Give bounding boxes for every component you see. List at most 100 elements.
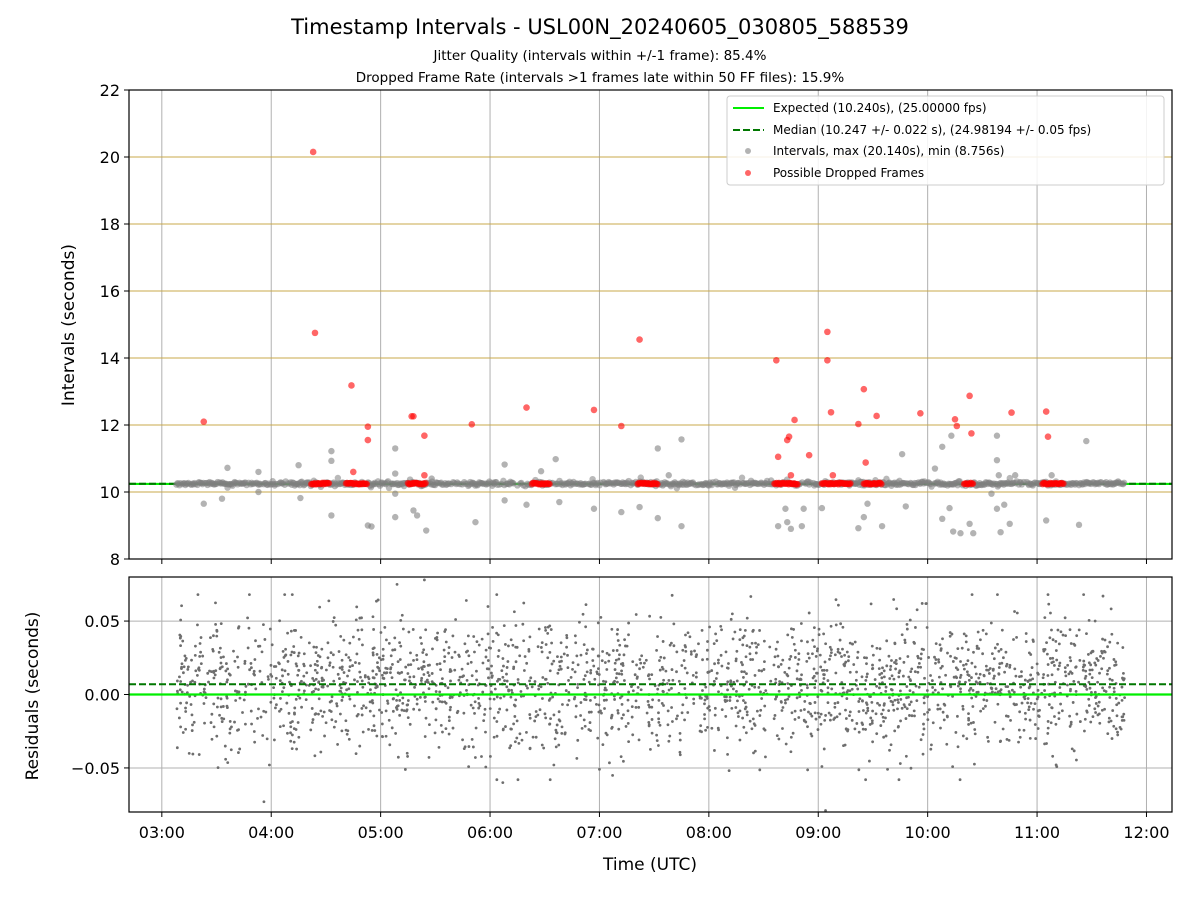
- residual-point: [1075, 712, 1079, 716]
- residual-point: [787, 666, 791, 670]
- residual-point: [1046, 732, 1050, 735]
- residual-point: [369, 688, 372, 692]
- residual-point: [951, 694, 954, 698]
- residual-point: [897, 778, 901, 782]
- residual-point: [646, 674, 650, 678]
- residual-point: [544, 629, 548, 632]
- residual-point: [659, 615, 663, 619]
- residual-point: [819, 712, 823, 716]
- residual-point: [500, 669, 504, 673]
- residual-point: [1055, 658, 1059, 662]
- residual-point: [324, 668, 328, 672]
- residual-point: [994, 687, 998, 691]
- residual-point: [561, 703, 564, 706]
- residual-point: [685, 671, 689, 675]
- residual-point: [565, 634, 569, 637]
- residual-point: [681, 648, 685, 652]
- residual-point: [354, 661, 357, 664]
- residual-point: [293, 706, 297, 710]
- residual-point: [822, 668, 826, 672]
- residual-point: [790, 636, 794, 639]
- residual-point: [262, 709, 266, 713]
- residual-point: [1024, 717, 1027, 721]
- residual-point: [809, 712, 813, 716]
- interval-point: [1001, 501, 1008, 508]
- residual-point: [372, 628, 375, 631]
- residual-point: [745, 616, 749, 620]
- residual-point: [356, 690, 359, 694]
- residual-point: [841, 647, 844, 651]
- residual-point: [413, 694, 417, 698]
- residual-point: [363, 674, 367, 677]
- residual-point: [1096, 680, 1100, 684]
- residual-point: [401, 627, 405, 631]
- residual-point: [530, 685, 534, 689]
- residual-point: [274, 676, 278, 680]
- residual-point: [384, 709, 388, 713]
- residual-point: [660, 701, 664, 705]
- residual-point: [945, 742, 949, 746]
- residual-point: [406, 716, 410, 720]
- residual-point: [752, 751, 755, 755]
- residual-point: [838, 712, 842, 716]
- residual-point: [559, 641, 563, 645]
- residual-point: [920, 602, 924, 605]
- residual-point: [901, 674, 905, 678]
- residual-point: [398, 699, 402, 702]
- residual-point: [773, 714, 777, 717]
- residual-point: [853, 640, 857, 644]
- residual-point: [937, 675, 941, 679]
- residual-point: [962, 667, 966, 671]
- x-tick-label: 03:00: [139, 823, 185, 842]
- residual-point: [731, 637, 735, 641]
- interval-point: [255, 468, 262, 476]
- residual-point: [996, 642, 999, 646]
- residual-point: [941, 710, 945, 714]
- residual-point: [954, 731, 958, 734]
- residual-point: [745, 672, 748, 676]
- residual-point: [407, 663, 410, 667]
- residual-point: [525, 661, 529, 665]
- interval-point: [552, 455, 559, 463]
- residual-point: [916, 656, 920, 660]
- residual-point: [692, 702, 696, 705]
- residual-point: [616, 680, 619, 684]
- residual-point: [574, 715, 578, 719]
- residual-point: [956, 668, 960, 672]
- residual-point: [411, 628, 415, 631]
- residual-point: [330, 695, 334, 699]
- residual-point: [326, 641, 330, 645]
- residual-point: [969, 721, 973, 725]
- residual-point: [1059, 630, 1063, 634]
- residual-point: [678, 750, 682, 754]
- residual-point: [759, 690, 762, 694]
- residual-point: [364, 706, 368, 710]
- interval-point: [297, 494, 304, 502]
- residual-point: [888, 748, 891, 752]
- residual-point: [742, 699, 745, 702]
- residual-point: [1090, 650, 1094, 653]
- residual-point: [658, 668, 662, 672]
- residual-point: [949, 654, 952, 658]
- residual-point: [1037, 715, 1041, 718]
- residual-point: [495, 593, 499, 597]
- residual-point: [617, 727, 621, 731]
- residual-point: [666, 709, 670, 713]
- residual-point: [1106, 645, 1109, 649]
- residual-point: [298, 696, 302, 700]
- residual-point: [637, 705, 641, 709]
- residual-point: [1046, 720, 1050, 723]
- residual-point: [605, 698, 608, 702]
- residual-point: [226, 678, 229, 682]
- residual-point: [1107, 716, 1111, 720]
- residual-point: [814, 717, 818, 721]
- interval-point: [993, 432, 1001, 439]
- residual-point: [355, 652, 359, 656]
- residual-point: [208, 669, 211, 673]
- residual-point: [1047, 703, 1051, 706]
- residual-point: [855, 670, 858, 674]
- residual-point: [834, 671, 838, 675]
- residual-point: [896, 707, 899, 711]
- residual-point: [988, 667, 992, 670]
- intervals-y-tick-label: 18: [100, 215, 120, 234]
